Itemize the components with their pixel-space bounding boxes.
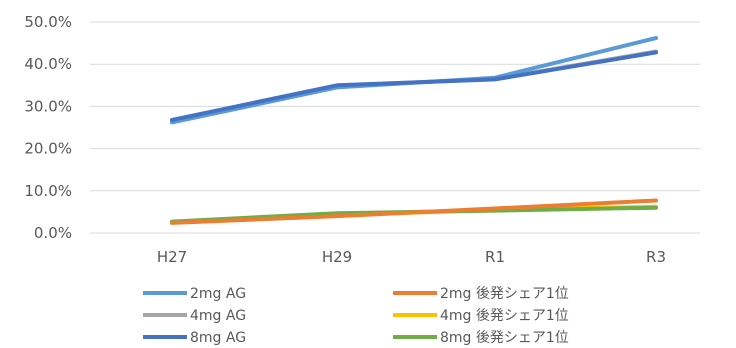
x-tick-label: H27 xyxy=(157,248,187,266)
series-line xyxy=(170,50,658,122)
y-tick-label: 40.0% xyxy=(24,55,72,73)
y-tick-label: 10.0% xyxy=(24,182,72,200)
y-tick-label: 20.0% xyxy=(24,140,72,158)
series-line xyxy=(170,49,658,123)
series-line xyxy=(170,36,658,125)
series-lines xyxy=(170,36,658,225)
grid-lines xyxy=(90,21,700,234)
legend-label: 2mg AG xyxy=(190,286,246,302)
legend-label: 2mg 後発シェア1位 xyxy=(440,286,569,302)
x-axis-ticks: H27 H29 R1 R3 xyxy=(157,248,666,266)
x-tick-label: R1 xyxy=(485,248,505,266)
series-line xyxy=(170,198,658,225)
legend: 2mg AG 2mg 後発シェア1位 4mg AG 4mg 後発シェア1位 8mg AG… xyxy=(143,286,569,346)
x-tick-label: R3 xyxy=(646,248,666,266)
x-tick-label: H29 xyxy=(322,248,352,266)
y-tick-label: 0.0% xyxy=(34,224,72,242)
legend-label: 8mg 後発シェア1位 xyxy=(440,330,569,346)
y-tick-label: 30.0% xyxy=(24,97,72,115)
y-axis-ticks: 0.0% 10.0% 20.0% 30.0% 40.0% 50.0% xyxy=(24,13,72,242)
y-tick-label: 50.0% xyxy=(24,13,72,31)
legend-label: 8mg AG xyxy=(190,330,246,346)
legend-label: 4mg AG xyxy=(190,308,246,324)
legend-label: 4mg 後発シェア1位 xyxy=(440,308,569,324)
